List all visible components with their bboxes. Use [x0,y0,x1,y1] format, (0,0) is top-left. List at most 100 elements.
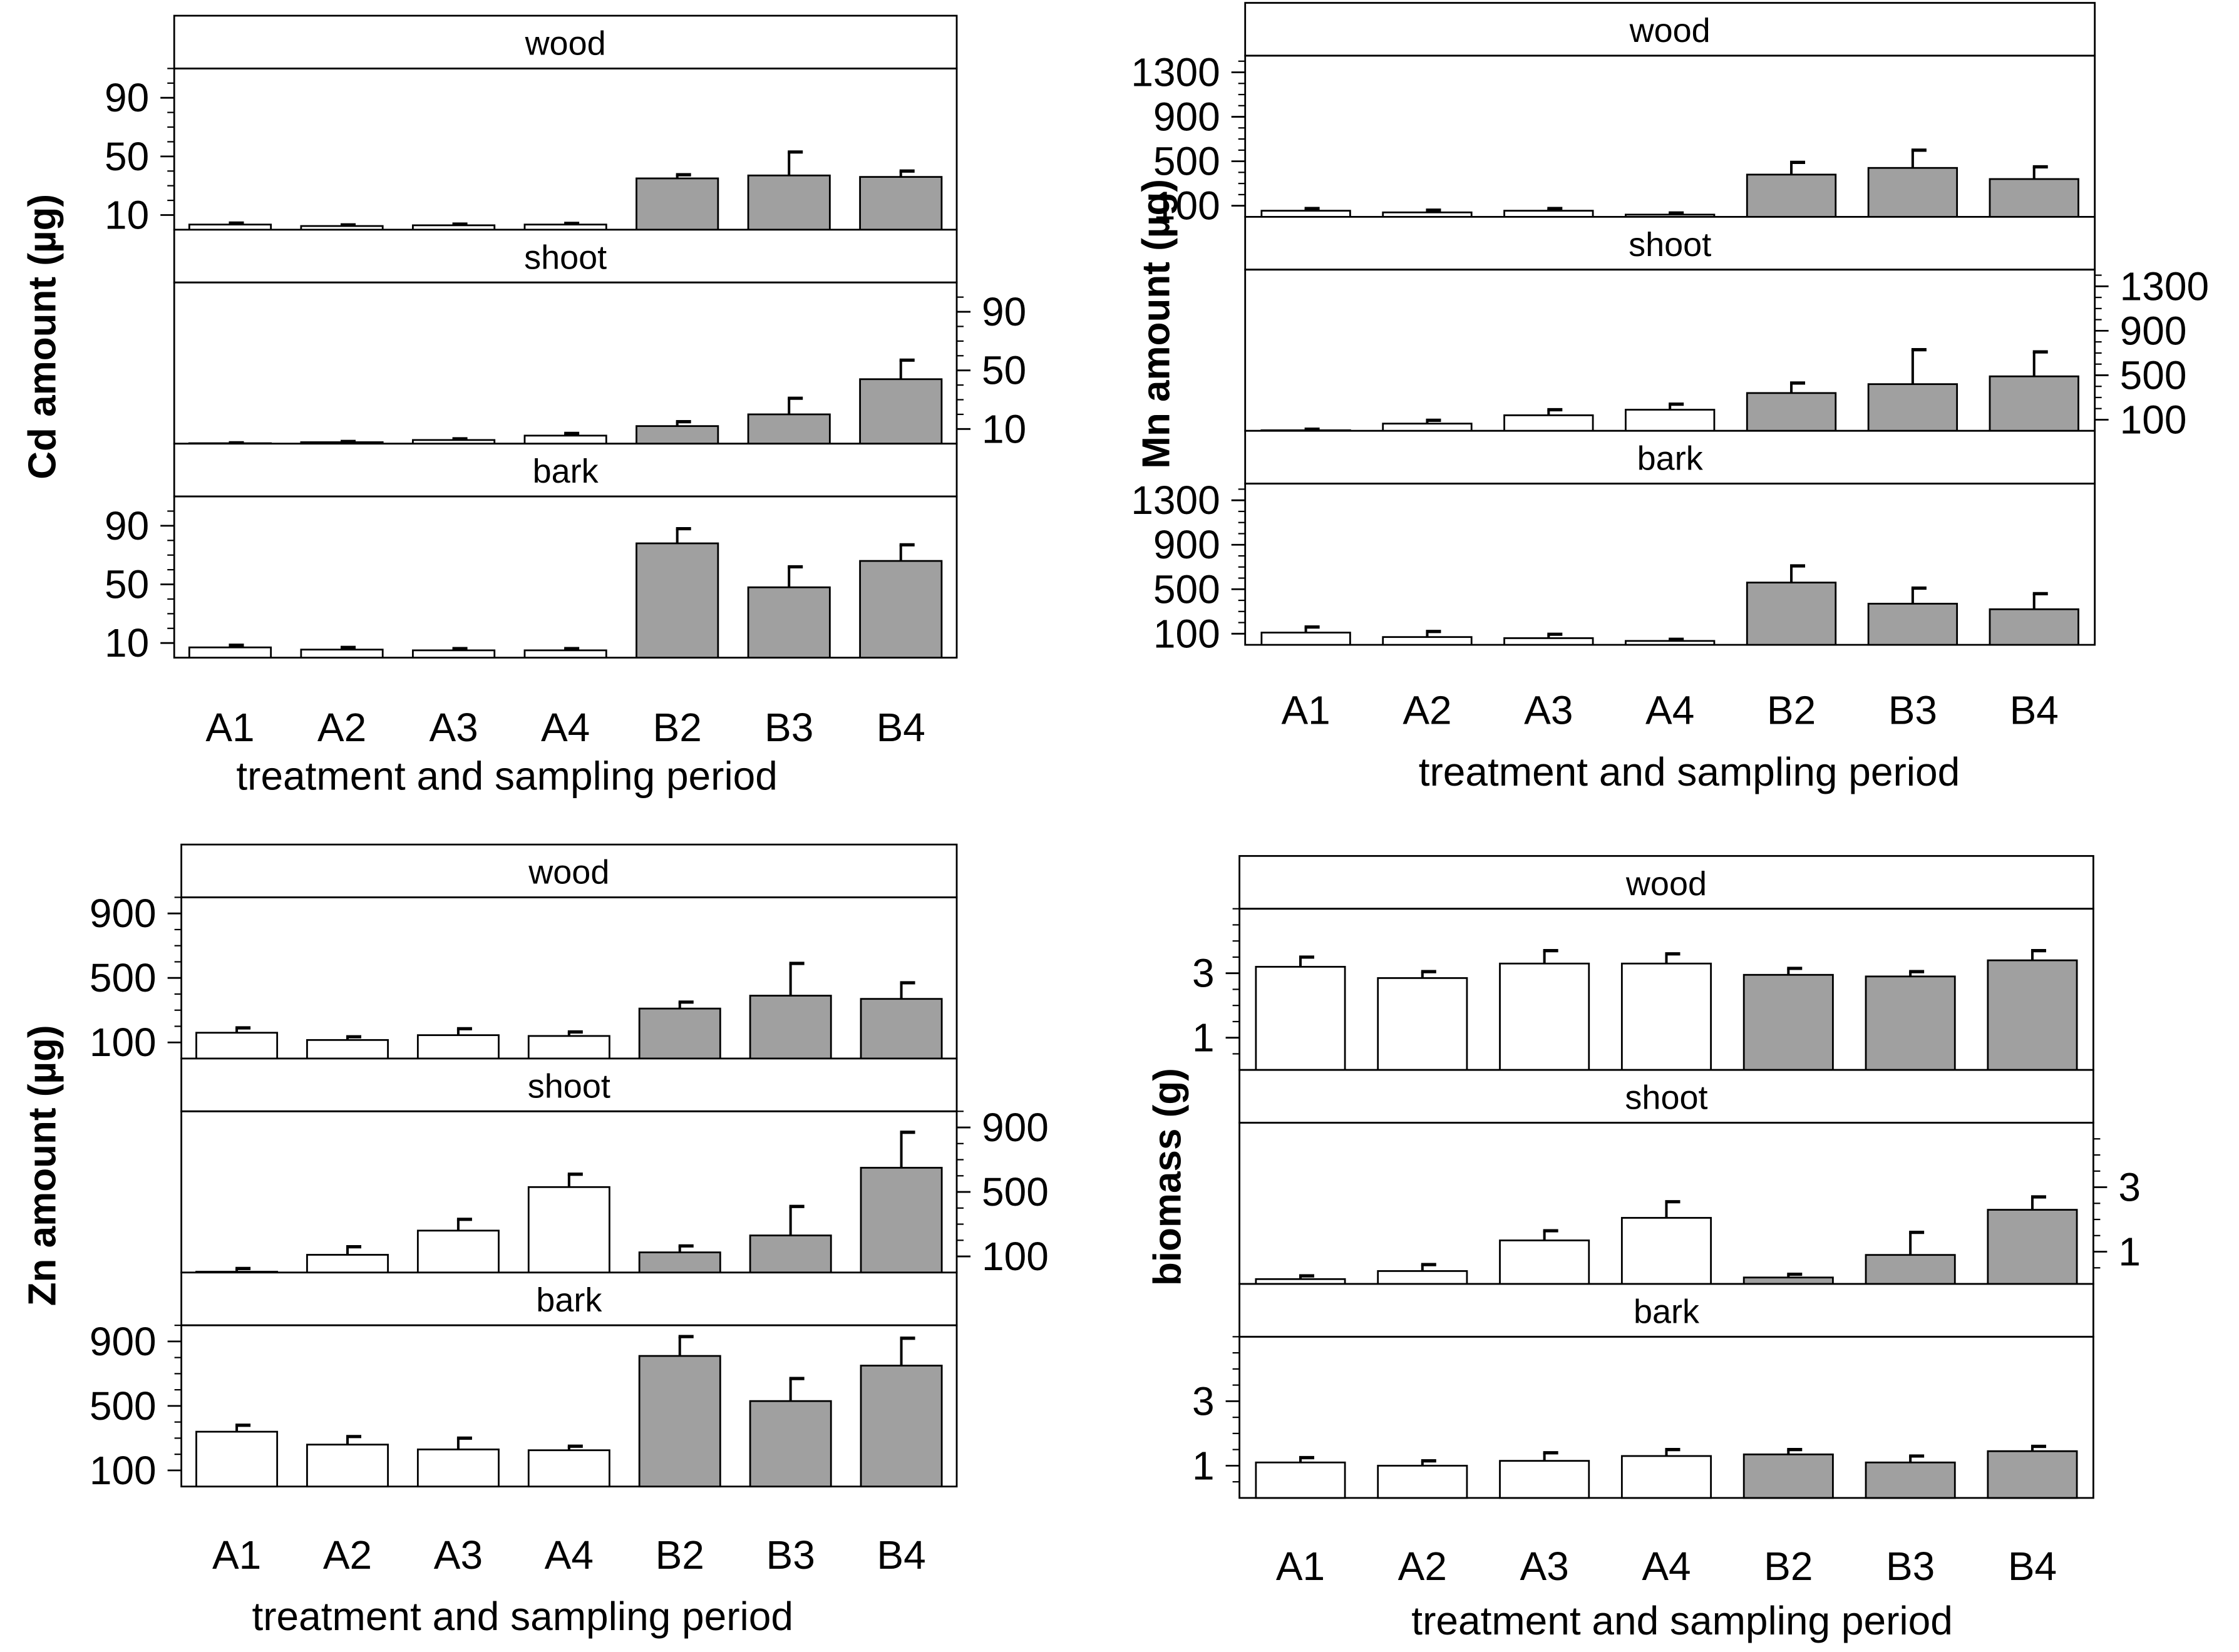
panel-frame [1244,54,2096,218]
tick-label: 90 [105,75,149,120]
bar-A3 [1503,210,1594,218]
bar-B3 [747,586,831,659]
panel-strip [180,843,958,898]
panel-strip [173,443,958,498]
panel-strip [180,1057,958,1112]
tick-label: 500 [1153,567,1220,612]
x-tick-label: B3 [766,1532,815,1578]
panel-frame [173,281,958,445]
bar-B2 [1742,1276,1834,1285]
tick-label: 50 [105,562,149,607]
x-tick-label: A1 [1276,1544,1325,1589]
panel-strip [1244,429,2096,485]
bar-A3 [416,1449,500,1488]
bar-B2 [636,177,719,231]
bar-B2 [638,1251,721,1274]
bar-A3 [1503,637,1594,646]
bar-A4 [527,1186,610,1274]
panel-label: wood [528,854,609,891]
bar-A3 [416,1034,500,1060]
panel-label: bark [533,453,599,490]
bar-B2 [638,1355,721,1488]
tick-label: 500 [90,955,157,1000]
bar-B3 [1867,167,1958,218]
bar-B2 [1746,582,1837,646]
bar-B2 [1746,392,1837,432]
bar-B4 [859,176,943,231]
panel-shoot: shoot 10 50 90 [173,228,1026,451]
tick-label: 3 [1192,951,1215,996]
bar-B4 [1989,608,2079,646]
bar-B4 [1987,959,2078,1071]
y-axis-title: Mn amount (µg) [1135,179,1178,469]
x-tick-label: A2 [1398,1544,1447,1589]
bar-A1 [1255,965,1346,1071]
bar-B3 [749,1234,832,1274]
y-axis-title: Cd amount (µg) [21,194,64,480]
bar-B4 [1987,1450,2078,1499]
panel-frame [173,67,958,231]
x-axis-title: treatment and sampling period [236,754,778,799]
panel-label: shoot [524,239,607,276]
bar-A2 [300,649,384,659]
panel-strip [180,1271,958,1326]
x-tick-label: B2 [1767,688,1816,733]
x-tick-label: B2 [653,705,702,750]
tick-label: 500 [982,1169,1049,1214]
panel-label: bark [1634,1293,1700,1330]
x-tick-label: A3 [429,705,478,750]
tick-label: 900 [1153,95,1220,140]
bar-A2 [1382,636,1473,646]
tick-label: 3 [1192,1378,1215,1424]
bar-A1 [195,1430,279,1488]
bar-A1 [1255,1461,1346,1499]
bar-A3 [412,649,496,659]
panel-wood: wood 1 3 [1192,854,2094,1071]
y-axis-title: Zn amount (µg) [21,1025,64,1306]
tick-label: 500 [2120,352,2187,398]
tick-label: 900 [2120,308,2187,353]
x-tick-label: B4 [2010,688,2059,733]
tick-label: 100 [1153,611,1220,656]
panel-label: wood [525,24,606,62]
chart-2: wood 100 500 900 shoot 100 500 900 bark 100 500 900… [21,843,1049,1639]
bar-A3 [1499,1460,1590,1499]
bar-A4 [1620,962,1712,1071]
bar-B3 [1867,383,1958,432]
bar-B3 [1865,975,1956,1071]
tick-label: 50 [105,134,149,179]
tick-label: 900 [1153,522,1220,567]
bar-B3 [1867,602,1958,646]
tick-label: 500 [90,1383,157,1429]
tick-label: 900 [90,1319,157,1364]
bar-B3 [1865,1254,1956,1285]
panel-strip [1238,1069,2094,1124]
bar-B3 [749,995,832,1060]
tick-label: 100 [90,1020,157,1065]
x-tick-label: B3 [1888,688,1937,733]
panel-bark: bark 100 500 900 [90,1271,958,1493]
bar-B3 [747,174,831,231]
x-tick-label: A1 [1281,688,1330,733]
bar-A4 [523,649,607,659]
tick-label: 100 [90,1448,157,1493]
panel-strip [173,14,958,69]
tick-label: 10 [105,620,149,665]
panel-wood: wood 10 50 90 [105,14,958,237]
x-tick-label: A4 [1642,1544,1691,1589]
x-tick-label: B4 [877,1532,925,1578]
bar-A1 [1260,210,1351,218]
panel-frame [173,495,958,659]
bar-A2 [1377,1270,1468,1285]
x-tick-label: A3 [1520,1544,1569,1589]
panel-strip [1244,2,2096,57]
x-tick-label: A3 [1524,688,1573,733]
panel-strip [1238,854,2094,910]
x-tick-label: A4 [1645,688,1694,733]
bar-A4 [1620,1455,1712,1499]
tick-label: 3 [2118,1165,2141,1210]
y-axis-title: biomass (g) [1146,1068,1190,1286]
